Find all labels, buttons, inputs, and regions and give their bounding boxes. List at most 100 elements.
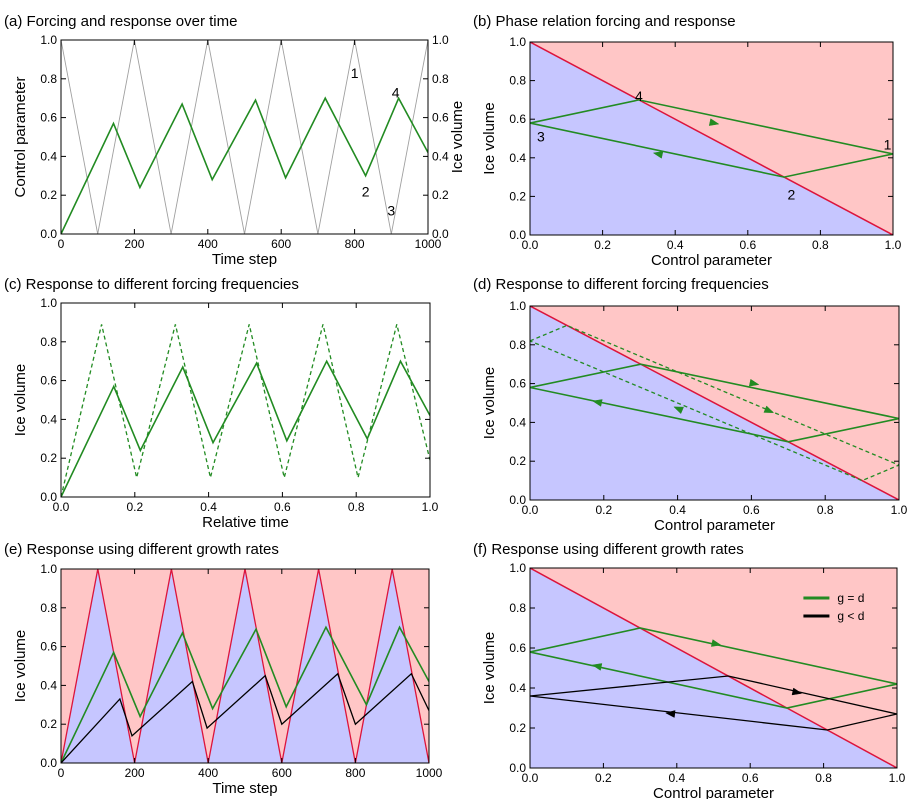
chart-panel-e: 0 200 400 600 800 1000 0.0 0.2 0.4 0.6 0.8 1.0 Time …: [4, 541, 443, 797]
panel-title: (b) Phase relation forcing and response: [473, 13, 736, 30]
y-right-tick-label: 1.0: [432, 33, 449, 47]
axes-frame: [60, 302, 431, 498]
x-tick-label: 200: [124, 237, 144, 251]
direction-arrow: [652, 151, 664, 159]
x-tick-label: 0.8: [817, 503, 834, 517]
x-tick-label: 0.6: [274, 500, 291, 514]
x-tick-label: 0.0: [522, 771, 539, 785]
x-tick-label: 0.2: [126, 500, 143, 514]
series-line-green: [530, 363, 899, 443]
series-line-green: [530, 627, 897, 709]
x-tick-label: 1000: [416, 766, 443, 780]
x-tick-label: 0.4: [669, 503, 686, 517]
axes-frame: [529, 305, 900, 501]
series-line-green: [61, 96, 428, 234]
point-annotation: 4: [635, 88, 643, 104]
y-tick-label: 0.2: [509, 721, 526, 735]
series-line-green-dashed: [61, 324, 430, 497]
y-tick-label: 1.0: [509, 35, 526, 49]
y-axis-label: Control parameter: [12, 77, 29, 198]
y-tick-label: 0.0: [509, 761, 526, 775]
y-axis-label: Ice volume: [12, 364, 29, 437]
y-tick-label: 1.0: [509, 561, 526, 575]
y-tick-label: 0.0: [40, 490, 57, 504]
direction-arrow: [665, 710, 676, 718]
y-right-axis-label: Ice volume: [449, 101, 466, 174]
series-line-black: [530, 675, 897, 731]
y-axis-label: Ice volume: [481, 102, 498, 175]
chart-panel-a: 0 200 400 600 800 10000.00.20.40.60.81.00.00.…: [4, 13, 466, 268]
y-tick-label: 0.2: [509, 189, 526, 203]
x-tick-label: 1.0: [422, 500, 439, 514]
chart-panel-b: 0.0 0.2 0.4 0.6 0.8 1.0 0.0 0.2 0.4 0.6 0.8 1.0 Cont…: [473, 13, 902, 269]
y-tick-label: 0.6: [40, 111, 57, 125]
x-tick-label: 400: [198, 237, 218, 251]
y-tick-label: 1.0: [40, 33, 57, 47]
y-tick-label: 0.6: [40, 640, 57, 654]
threshold-line: [530, 306, 899, 500]
x-tick-label: 1000: [415, 237, 442, 251]
x-tick-label: 0.8: [348, 500, 365, 514]
axes-frame: [60, 568, 430, 764]
region-blue: [61, 569, 429, 763]
direction-arrow: [763, 405, 775, 413]
series-line-green: [61, 359, 430, 497]
y-tick-label: 0.6: [509, 112, 526, 126]
y-tick-label: 0.0: [40, 756, 57, 770]
y-tick-label: 0.8: [509, 74, 526, 88]
point-annotation: 4: [392, 84, 400, 100]
y-tick-label: 1.0: [509, 299, 526, 313]
series-line-forcing: [61, 40, 428, 234]
x-tick-label: 600: [272, 766, 292, 780]
y-right-tick-label: 0.2: [432, 188, 449, 202]
threshold-line: [530, 568, 897, 768]
y-right-tick-label: 0.6: [432, 111, 449, 125]
x-axis-label: Control parameter: [653, 785, 774, 799]
series-line-black: [61, 672, 429, 763]
threshold-line: [530, 42, 893, 235]
direction-arrow: [673, 406, 684, 415]
y-tick-label: 0.2: [40, 717, 57, 731]
y-tick-label: 0.4: [40, 678, 57, 692]
direction-arrow: [708, 118, 720, 126]
x-tick-label: 0.0: [53, 500, 70, 514]
panel-title: (a) Forcing and response over time: [4, 13, 237, 30]
x-tick-label: 0.0: [522, 238, 539, 252]
y-right-tick-label: 0.4: [432, 149, 449, 163]
x-tick-label: 0.4: [667, 238, 684, 252]
x-axis-label: Time step: [212, 251, 277, 268]
y-tick-label: 0.6: [509, 377, 526, 391]
panel-title: (e) Response using different growth rate…: [4, 541, 279, 558]
y-tick-label: 0.2: [40, 451, 57, 465]
panel-title: (d) Response to different forcing freque…: [473, 276, 769, 293]
y-tick-label: 0.6: [509, 641, 526, 655]
panel-title: (f) Response using different growth rate…: [473, 541, 744, 558]
axes-frame: [529, 567, 898, 769]
y-tick-label: 1.0: [40, 296, 57, 310]
y-tick-label: 0.8: [40, 72, 57, 86]
y-tick-label: 0.4: [509, 681, 526, 695]
direction-arrow: [748, 378, 760, 387]
x-axis-label: Relative time: [202, 514, 289, 531]
x-tick-label: 0.2: [595, 771, 612, 785]
x-axis-label: Time step: [212, 780, 277, 797]
x-tick-label: 0: [58, 237, 65, 251]
x-tick-label: 200: [125, 766, 145, 780]
series-line-green: [530, 99, 893, 178]
x-tick-label: 0: [58, 766, 65, 780]
chart-panel-f: 0.0 0.2 0.4 0.6 0.8 1.0 0.0 0.2 0.4 0.6 0.8 1.0 Cont…: [473, 541, 906, 799]
x-tick-label: 0.6: [743, 503, 760, 517]
chart-panel-d: 0.0 0.2 0.4 0.6 0.8 1.0 0.0 0.2 0.4 0.6 0.8 1.0 Cont…: [473, 276, 908, 534]
x-tick-label: 0.2: [595, 503, 612, 517]
x-tick-label: 1.0: [889, 771, 906, 785]
series-line-green-dashed: [530, 324, 899, 482]
direction-arrow: [791, 687, 803, 696]
y-axis-label: Ice volume: [12, 630, 29, 703]
x-tick-label: 400: [198, 766, 218, 780]
y-tick-label: 0.2: [509, 454, 526, 468]
x-tick-label: 0.0: [522, 503, 539, 517]
y-tick-label: 0.0: [509, 228, 526, 242]
x-tick-label: 0.8: [812, 238, 829, 252]
y-tick-label: 0.8: [509, 338, 526, 352]
